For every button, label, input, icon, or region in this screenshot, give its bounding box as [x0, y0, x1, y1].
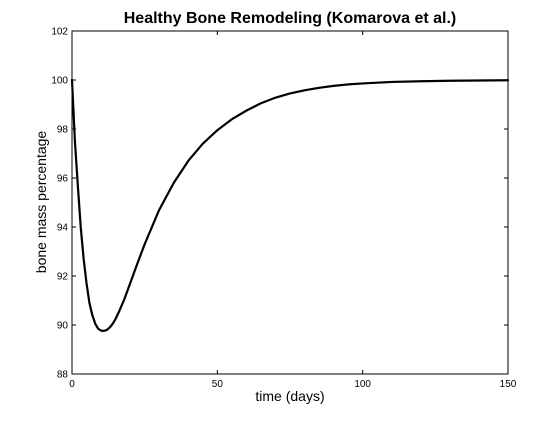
y-tick-label: 94 [57, 223, 69, 234]
y-tick-label: 88 [57, 370, 69, 381]
x-axis-ticks: 0 50 100 150 [69, 31, 517, 390]
y-tick-label: 92 [57, 272, 69, 283]
x-axis-label: time (days) [255, 388, 324, 404]
y-tick-label: 100 [51, 76, 68, 87]
y-axis-label: bone mass percentage [33, 131, 49, 274]
y-tick-label: 102 [51, 27, 68, 38]
x-tick-label: 150 [500, 379, 517, 390]
x-tick-label: 50 [212, 379, 224, 390]
x-tick-label: 0 [69, 379, 75, 390]
y-tick-label: 90 [57, 321, 69, 332]
x-tick-label: 100 [354, 379, 371, 390]
y-tick-label: 98 [57, 125, 69, 136]
series-line-bone-mass [70, 78, 510, 332]
plot-frame [71, 30, 509, 375]
y-tick-label: 96 [57, 174, 69, 185]
chart-title: Healthy Bone Remodeling (Komarova et al.… [124, 10, 457, 27]
